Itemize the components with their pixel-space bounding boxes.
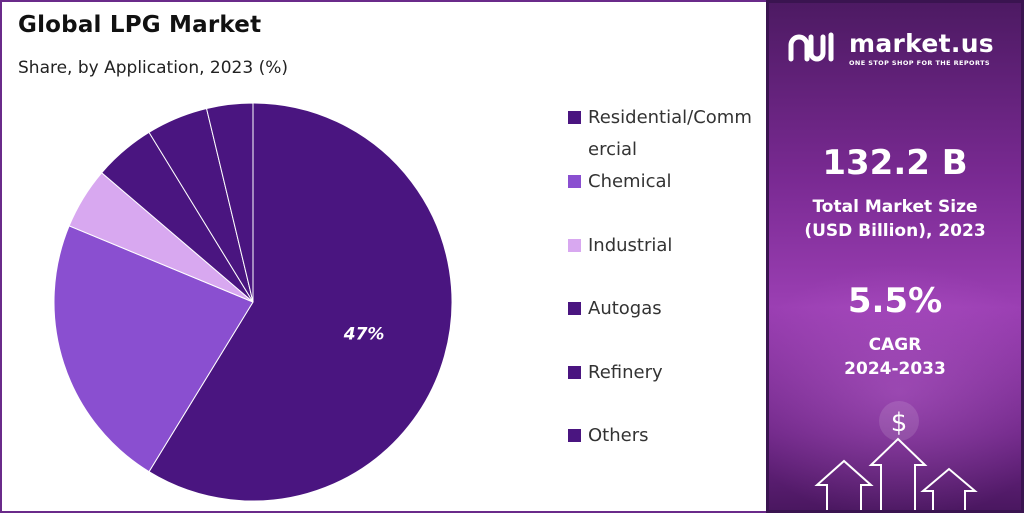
legend-swatch	[568, 239, 581, 252]
legend-label: Residential/Commercial	[588, 107, 752, 160]
legend-item: Industrial	[568, 230, 758, 262]
legend-swatch	[568, 429, 581, 442]
pie-chart: 47%	[53, 102, 453, 502]
legend-item: Refinery	[568, 357, 758, 389]
cagr-label: CAGR 2024-2033	[769, 333, 1021, 381]
legend-label: Industrial	[588, 235, 673, 256]
summary-panel: market.us ONE STOP SHOP FOR THE REPORTS …	[766, 0, 1024, 513]
cagr-value: 5.5%	[847, 281, 943, 321]
market-size-label-line2: (USD Billion), 2023	[804, 221, 986, 241]
growth-decoration: $	[814, 401, 978, 510]
chart-title: Global LPG Market	[18, 12, 262, 38]
market-size-label: Total Market Size (USD Billion), 2023	[769, 195, 1021, 243]
up-arrow-icon	[814, 437, 978, 510]
chart-subtitle: Share, by Application, 2023 (%)	[18, 58, 288, 78]
pie-slice-others	[205, 102, 254, 303]
dollar-symbol: $	[891, 408, 908, 438]
marketus-logo-icon	[788, 32, 834, 62]
legend-item: Others	[568, 420, 758, 452]
background-glow	[769, 263, 1021, 510]
legend-label: Chemical	[588, 171, 672, 192]
pie-data-label: 47%	[343, 324, 385, 344]
cagr-label-line1: CAGR	[868, 335, 922, 355]
chart-panel: 47% Global LPG Market Share, by Applicat…	[0, 0, 766, 513]
pie-slice-chemical	[53, 225, 254, 473]
pie-slice-residential-commercial	[148, 102, 453, 502]
legend-label: Autogas	[588, 298, 662, 319]
dollar-icon: $	[879, 401, 919, 441]
legend-label: Refinery	[588, 362, 663, 383]
legend-swatch	[568, 175, 581, 188]
brand-name: market.us	[849, 29, 994, 58]
legend-item: Chemical	[568, 166, 758, 198]
market-size-value: 132.2 B	[822, 143, 968, 183]
legend-swatch	[568, 366, 581, 379]
market-size-label-line1: Total Market Size	[812, 197, 978, 217]
brand: market.us ONE STOP SHOP FOR THE REPORTS	[787, 29, 1007, 69]
cagr-label-line2: 2024-2033	[844, 359, 946, 379]
legend-swatch	[568, 111, 581, 124]
brand-tagline: ONE STOP SHOP FOR THE REPORTS	[849, 59, 990, 67]
legend-item: Residential/Commercial	[568, 102, 758, 166]
legend-label: Others	[588, 425, 649, 446]
legend-item: Autogas	[568, 293, 758, 325]
legend-swatch	[568, 302, 581, 315]
